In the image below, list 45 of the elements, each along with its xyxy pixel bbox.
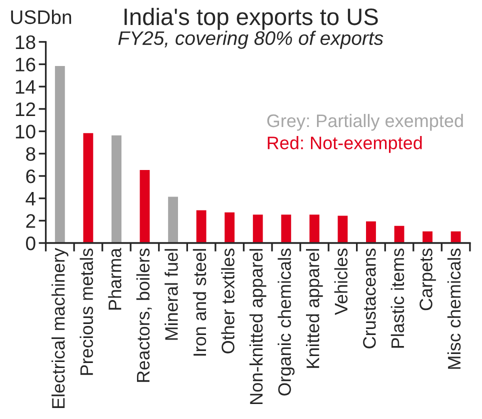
y-tick-label: 10 <box>16 124 36 139</box>
x-tick-label: Iron and steel <box>192 249 206 356</box>
chart-subtitle: FY25, covering 80% of exports <box>118 30 384 49</box>
bar <box>54 64 66 244</box>
annotation: Grey: Partially exempted <box>267 114 463 131</box>
bar <box>223 211 236 244</box>
bar <box>364 220 378 244</box>
bar <box>110 134 123 244</box>
x-tick-label: Mineral fuel <box>164 249 178 340</box>
x-tick-label: Reactors, boilers <box>136 248 152 382</box>
x-tick-label: Other textiles <box>221 248 234 354</box>
x-tick-label: Carpets <box>420 248 436 310</box>
bar <box>392 224 406 244</box>
bar <box>308 213 321 244</box>
x-tick-label: Vehicles <box>334 248 348 316</box>
bar <box>336 214 350 244</box>
y-tick-label: 18 <box>16 35 36 50</box>
x-tick-label: Organic chemicals <box>278 248 295 396</box>
x-tick-label: Crustaceans <box>363 248 376 348</box>
bar <box>449 230 462 244</box>
x-tick-label: Misc chemicals <box>447 248 461 369</box>
x-tick-label: Precious metals <box>80 248 94 375</box>
bar <box>194 208 208 244</box>
x-tick-label: Non-knitted apparel <box>249 249 266 404</box>
y-axis-title: USDbn <box>11 10 72 24</box>
bar <box>82 132 95 244</box>
bar <box>252 213 264 244</box>
x-tick-label: Knitted apparel <box>306 249 323 368</box>
y-tick-label: 4 <box>26 192 36 206</box>
y-tick-label: 16 <box>16 58 36 72</box>
x-tick-label: Electrical machinery <box>52 248 68 408</box>
y-tick-label: 0 <box>26 236 36 250</box>
bar <box>138 168 152 244</box>
y-tick-label: 6 <box>26 169 36 184</box>
y-tick-label: 2 <box>26 214 36 228</box>
bar <box>166 195 180 244</box>
chart-title: India's top exports to US <box>124 8 378 30</box>
bar <box>280 213 292 244</box>
bar <box>421 230 434 244</box>
y-tick-label: 8 <box>26 147 36 161</box>
x-tick-label: Pharma <box>108 248 122 310</box>
y-tick-label: 12 <box>16 102 36 116</box>
x-tick-label: Plastic items <box>390 248 404 348</box>
y-tick-label: 14 <box>16 80 36 94</box>
annotation: Red: Not-exempted <box>268 136 422 153</box>
